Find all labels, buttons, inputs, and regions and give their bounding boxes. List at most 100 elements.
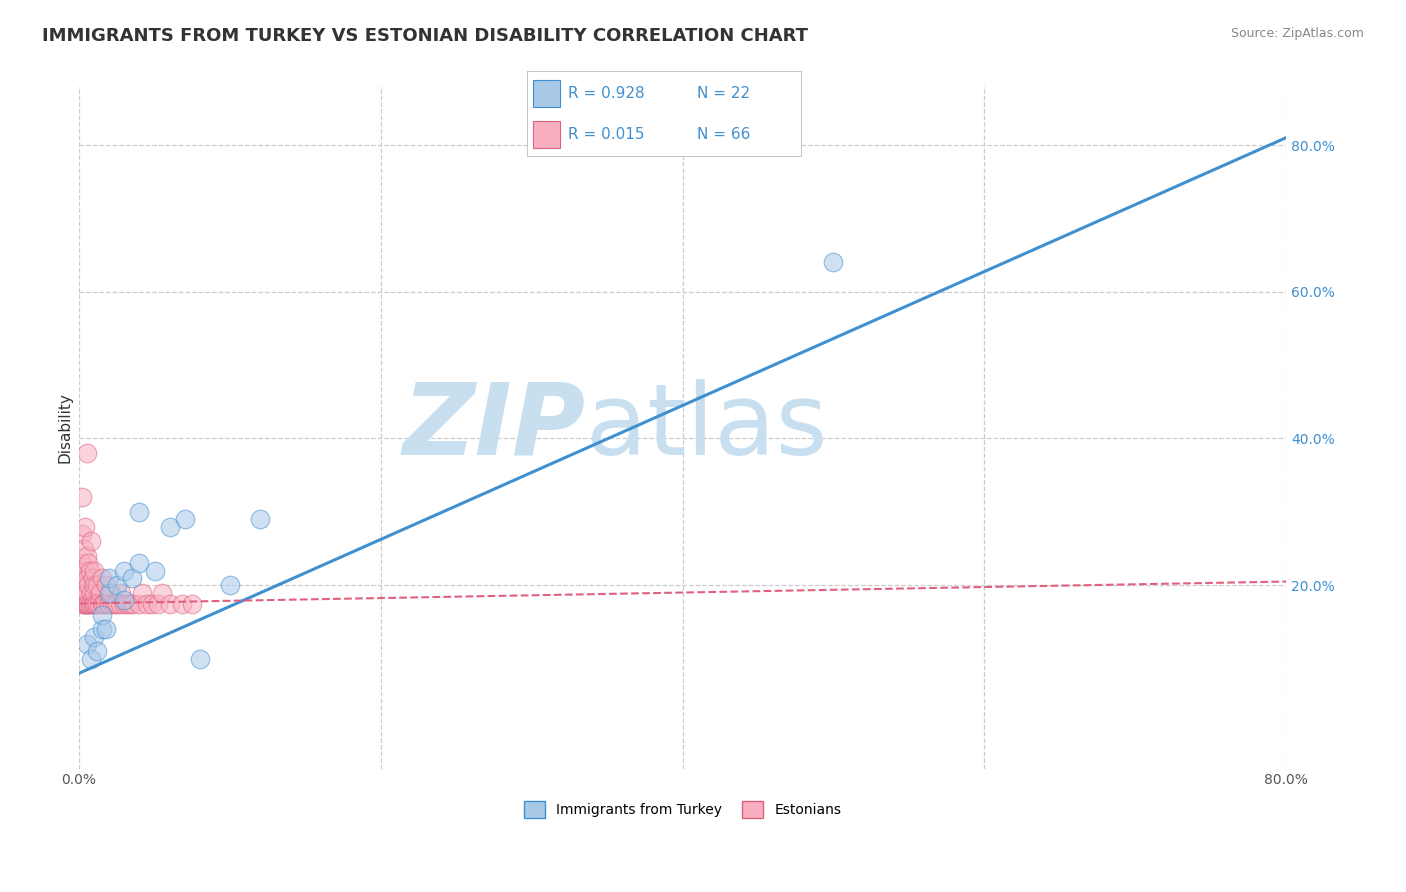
Point: [75, 519, 97, 533]
Point: [170, 597, 193, 611]
Point: [80, 534, 103, 549]
Point: [72, 597, 94, 611]
Point: [90, 571, 112, 585]
Text: atlas: atlas: [586, 379, 828, 476]
Point: [83, 597, 105, 611]
Point: [97, 597, 120, 611]
Point: [77, 578, 100, 592]
Point: [96, 622, 118, 636]
Point: [76, 597, 98, 611]
Point: [86, 597, 108, 611]
Point: [75, 564, 97, 578]
Point: [98, 585, 121, 599]
Point: [83, 597, 105, 611]
Point: [90, 622, 112, 636]
FancyBboxPatch shape: [533, 120, 560, 147]
Point: [98, 597, 121, 611]
Point: [83, 564, 105, 578]
Point: [77, 556, 100, 570]
Point: [105, 578, 128, 592]
Point: [82, 571, 104, 585]
Point: [100, 585, 122, 599]
Point: [141, 597, 163, 611]
Point: [83, 630, 105, 644]
Point: [77, 597, 100, 611]
Point: [112, 564, 135, 578]
Point: [83, 585, 105, 599]
Point: [76, 571, 98, 585]
Point: [75, 597, 97, 611]
Text: ZIP: ZIP: [404, 379, 586, 476]
Point: [86, 578, 108, 592]
Point: [79, 564, 101, 578]
Point: [72, 541, 94, 556]
Point: [110, 585, 132, 599]
Point: [120, 597, 142, 611]
Point: [70, 490, 93, 504]
Point: [76, 585, 98, 599]
Point: [104, 597, 127, 611]
Text: IMMIGRANTS FROM TURKEY VS ESTONIAN DISABILITY CORRELATION CHART: IMMIGRANTS FROM TURKEY VS ESTONIAN DISAB…: [42, 27, 808, 45]
Point: [79, 597, 101, 611]
Point: [76, 549, 98, 563]
Point: [143, 564, 166, 578]
Point: [159, 597, 181, 611]
Point: [76, 637, 98, 651]
Point: [76, 597, 98, 611]
Point: [128, 597, 150, 611]
Point: [146, 597, 169, 611]
Point: [128, 556, 150, 570]
Point: [823, 255, 845, 269]
Point: [86, 644, 108, 658]
Text: R = 0.015: R = 0.015: [568, 127, 645, 142]
FancyBboxPatch shape: [533, 80, 560, 107]
Point: [90, 597, 112, 611]
Point: [108, 597, 131, 611]
Point: [80, 585, 103, 599]
Point: [128, 505, 150, 519]
Point: [96, 578, 118, 592]
Point: [98, 571, 121, 585]
Point: [122, 597, 145, 611]
Point: [82, 597, 104, 611]
Point: [76, 597, 98, 611]
Point: [70, 597, 93, 611]
Point: [80, 651, 103, 665]
Text: R = 0.928: R = 0.928: [568, 86, 645, 101]
Point: [83, 578, 105, 592]
Point: [159, 519, 181, 533]
Text: Source: ZipAtlas.com: Source: ZipAtlas.com: [1230, 27, 1364, 40]
Point: [117, 597, 139, 611]
Point: [150, 585, 173, 599]
Point: [249, 512, 271, 526]
Point: [84, 597, 107, 611]
Point: [90, 607, 112, 622]
Point: [136, 597, 159, 611]
Point: [80, 597, 103, 611]
Point: [70, 526, 93, 541]
Point: [75, 585, 97, 599]
Point: [70, 571, 93, 585]
Point: [131, 585, 153, 599]
Point: [105, 597, 128, 611]
Point: [121, 571, 143, 585]
Point: [101, 597, 124, 611]
Point: [89, 585, 111, 599]
Point: [70, 585, 93, 599]
Point: [70, 556, 93, 570]
Point: [72, 578, 94, 592]
Text: N = 66: N = 66: [697, 127, 751, 142]
Y-axis label: Disability: Disability: [58, 392, 72, 463]
Legend: Immigrants from Turkey, Estonians: Immigrants from Turkey, Estonians: [519, 795, 846, 823]
Point: [181, 597, 204, 611]
Point: [188, 651, 211, 665]
Point: [91, 597, 114, 611]
Point: [173, 512, 195, 526]
Point: [94, 597, 117, 611]
Text: N = 22: N = 22: [697, 86, 751, 101]
Point: [112, 593, 135, 607]
Point: [219, 578, 242, 592]
Point: [76, 446, 98, 460]
Point: [112, 597, 135, 611]
Point: [87, 597, 110, 611]
